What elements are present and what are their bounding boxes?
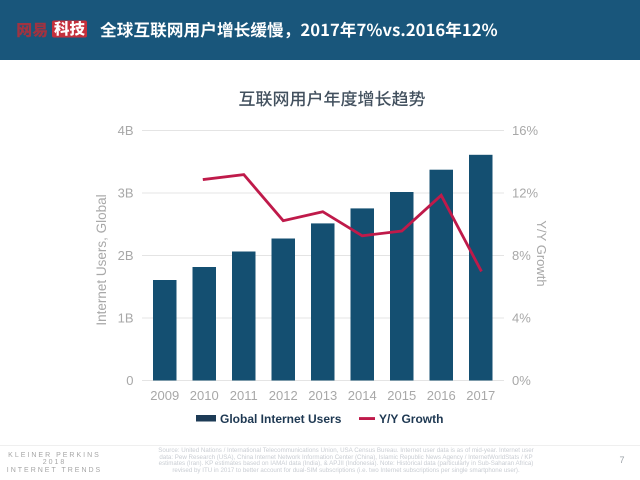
svg-text:2017: 2017	[466, 388, 495, 403]
svg-text:12%: 12%	[512, 186, 538, 201]
svg-text:1B: 1B	[118, 311, 134, 326]
svg-text:2014: 2014	[348, 388, 377, 403]
svg-text:2011: 2011	[230, 388, 258, 403]
svg-text:3B: 3B	[118, 186, 134, 201]
svg-text:2009: 2009	[150, 388, 179, 403]
svg-text:2013: 2013	[308, 388, 337, 403]
svg-text:2016: 2016	[427, 388, 456, 403]
svg-text:0: 0	[126, 373, 133, 388]
svg-text:Y/Y Growth: Y/Y Growth	[534, 220, 549, 286]
svg-text:4%: 4%	[512, 311, 531, 326]
svg-text:Y/Y Growth: Y/Y Growth	[379, 412, 443, 426]
svg-text:2015: 2015	[387, 388, 416, 403]
svg-text:0%: 0%	[512, 373, 531, 388]
svg-text:2B: 2B	[118, 248, 134, 263]
svg-text:Internet Users, Global: Internet Users, Global	[94, 194, 109, 325]
svg-text:8%: 8%	[512, 248, 531, 263]
svg-text:4B: 4B	[118, 123, 134, 138]
svg-text:2012: 2012	[269, 388, 298, 403]
svg-text:16%: 16%	[512, 123, 538, 138]
svg-text:2010: 2010	[190, 388, 219, 403]
svg-text:Global Internet Users: Global Internet Users	[220, 412, 342, 426]
